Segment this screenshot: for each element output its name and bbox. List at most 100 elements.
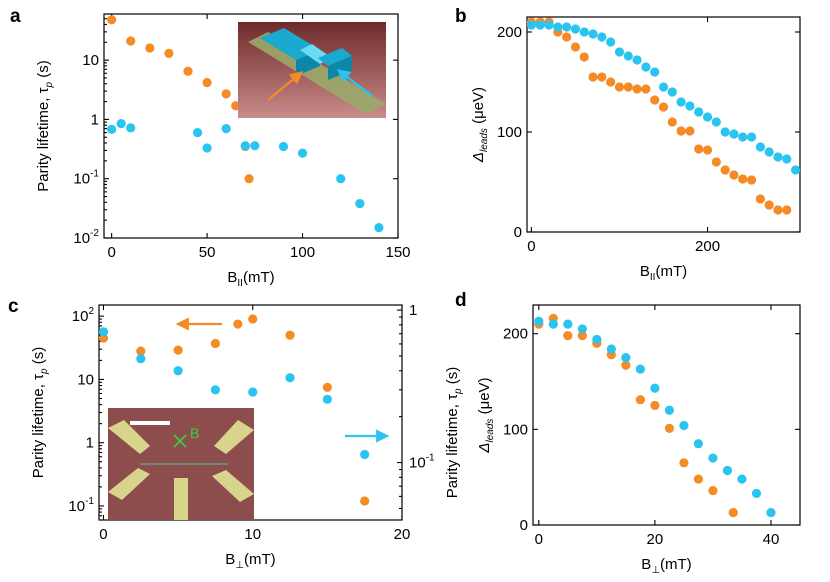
data-point-series-1 [746,175,757,185]
data-point-series-1 [755,194,765,204]
data-point-series-2 [297,148,308,158]
data-point-series-1 [667,117,677,127]
data-point-series-1 [173,345,183,355]
data-point-series-1 [658,102,669,112]
data-point-series-2 [250,141,260,151]
data-point-series-2 [711,117,721,127]
electrode-bottom-left [108,468,150,500]
panel-letter-a: a [10,6,21,27]
data-point-series-1 [679,458,689,468]
data-point-series-1 [221,89,231,99]
data-point-series-2 [534,316,544,326]
y-tick-label: 0 [520,517,528,534]
data-point-series-1 [773,205,783,215]
y-tick-label: 102 [72,306,95,325]
data-point-series-1 [685,126,695,136]
data-point-series-1 [694,144,704,154]
data-point-series-1 [183,66,193,76]
data-point-series-2 [173,366,183,376]
data-point-series-1 [248,314,258,324]
data-point-series-1 [729,170,739,180]
y-tick-label: 100 [497,124,522,141]
data-point-series-2 [192,127,203,138]
data-point-series-2 [755,142,765,152]
data-point-series-2 [374,222,384,233]
data-point-series-1 [202,77,212,88]
panel-c: 0 10 20 10-1 1 10 102 10-1 1 B⊥(mT) Parity lifetim… [30,302,464,571]
data-point-series-2 [126,123,136,133]
data-point-series-2 [658,82,669,92]
electrode-bottom-right [212,470,254,502]
data-point-series-2 [650,67,660,77]
x-axis-label: B⊥(mT) [641,556,691,576]
data-point-series-1 [708,485,718,496]
y-tick-label: 1 [86,435,94,452]
data-point-series-2 [588,29,598,39]
data-point-series-1 [614,82,625,92]
data-point-series-2 [535,20,545,30]
x-tick-label: 200 [695,238,720,255]
data-point-series-2 [722,465,733,476]
data-point-series-1 [577,331,587,341]
x-tick-label: 20 [647,531,664,548]
data-point-series-2 [729,129,739,139]
data-point-series-2 [621,353,631,363]
data-point-series-2 [116,119,126,129]
data-point-series-2 [107,124,117,134]
data-point-series-2 [202,143,212,153]
data-point-series-2 [553,22,563,32]
y2-axis-label: Parity lifetime, τp (s) [444,367,464,499]
x-tick-label: 50 [199,244,216,261]
data-point-series-1 [728,507,738,518]
data-point-series-2 [563,319,573,329]
device-sem-image-inset: B [108,408,254,520]
data-point-series-1 [664,423,675,433]
data-point-series-2 [221,124,231,134]
y-axis-label: Parity lifetime, τp (s) [30,347,50,479]
y-tick-label: 10-2 [73,228,99,247]
panel-d: 0 20 40 0 100 200 B⊥(mT) Δleads (μeV) [476,304,801,576]
data-point-series-2 [336,174,346,184]
data-point-series-2 [544,20,554,30]
data-point-series-1 [285,330,295,340]
data-point-series-1 [632,84,642,94]
data-point-series-2 [679,420,689,431]
data-point-series-2 [635,364,645,374]
data-point-series-1 [210,338,221,349]
data-point-series-2 [606,37,616,47]
data-point-series-2 [360,449,370,460]
plot-frame [532,304,801,526]
x-axis-label: B⊥(mT) [225,551,275,571]
data-point-series-1 [621,360,631,370]
data-point-series-2 [693,439,704,449]
data-point-series-2 [667,87,677,97]
data-point-series-2 [685,101,695,111]
data-point-series-1 [579,52,589,62]
data-point-series-1 [563,331,573,341]
data-point-series-2 [738,132,748,142]
data-point-series-1 [702,145,713,155]
data-point-series-2 [136,354,146,364]
data-point-series-2 [751,488,762,499]
y-tick-label: 200 [503,326,528,343]
data-point-series-1 [360,496,370,506]
data-point-series-2 [623,51,633,61]
y-axis-label: Δleads (μeV) [470,87,490,163]
data-point-series-2 [285,373,295,383]
data-point-series-1 [764,200,774,210]
x-tick-label: 0 [527,238,535,255]
data-point-series-2 [240,141,250,151]
data-point-series-2 [577,324,587,334]
data-point-series-2 [592,334,602,345]
data-point-series-2 [702,112,713,122]
data-point-series-2 [606,344,616,354]
data-point-series-1 [738,174,748,184]
y-tick-label: 1 [91,111,99,128]
data-point-series-1 [641,84,651,94]
x-tick-label: 20 [394,526,411,543]
data-point-series-2 [664,405,675,415]
data-point-series-2 [708,453,718,463]
x-tick-label: 0 [99,526,107,543]
panel-a: 0 50 100 150 10-2 10-1 1 10 BII(mT) Parity lifeti… [35,13,411,289]
